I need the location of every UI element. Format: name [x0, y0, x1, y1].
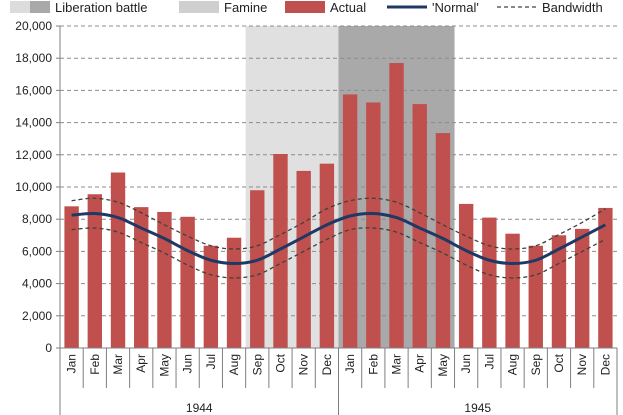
x-tick-label: Dec: [320, 354, 334, 375]
bar-actual: [458, 203, 474, 348]
x-tick-label: Apr: [413, 354, 427, 373]
x-tick-label: Feb: [88, 354, 102, 375]
y-tick-label: 4,000: [22, 277, 52, 291]
bar-actual: [342, 94, 358, 348]
legend-liberation-battle-label: Liberation battle: [55, 0, 148, 15]
bar-actual: [296, 170, 311, 348]
y-tick-label: 20,000: [15, 19, 52, 33]
y-tick-label: 10,000: [15, 180, 52, 194]
legend-actual-swatch: [285, 1, 325, 13]
bar-actual: [482, 217, 497, 348]
x-tick-label: Dec: [598, 354, 612, 375]
gridlines: [60, 25, 617, 317]
bar-actual: [250, 190, 265, 348]
legend: Liberation battle Famine Actual 'Normal' Ban…: [10, 0, 603, 15]
x-tick-label: Oct: [273, 353, 287, 372]
bar-actual: [574, 228, 590, 348]
legend-famine-swatch: [179, 1, 219, 13]
year-label: 1945: [464, 401, 491, 415]
bar-actual: [551, 235, 567, 348]
legend-bandwidth-label: Bandwidth: [542, 0, 603, 15]
bar-actual: [435, 133, 451, 348]
bar-actual: [366, 102, 381, 348]
actual-bars: [64, 63, 613, 349]
y-tick-label: 14,000: [15, 116, 52, 130]
bar-actual: [389, 63, 404, 348]
x-tick-label: Nov: [575, 354, 589, 375]
bar-actual: [87, 194, 103, 348]
bar-actual: [110, 172, 126, 348]
bar-actual: [528, 245, 543, 348]
y-tick-label: 12,000: [15, 148, 52, 162]
x-tick-label: Jun: [459, 354, 473, 373]
x-tick-label: Sep: [529, 354, 543, 376]
normal-line: [71, 212, 607, 265]
bar-actual: [64, 206, 79, 348]
normal-and-bandwidth-lines: [71, 197, 607, 279]
year-label: 1944: [186, 401, 213, 415]
legend-liberation-battle-swatch: [30, 1, 50, 13]
x-tick-label: Aug: [227, 354, 241, 375]
legend-liberation-battle-swatch: [10, 1, 30, 13]
x-tick-label: May: [436, 354, 450, 377]
x-tick-label: Feb: [366, 354, 380, 375]
x-tick-label: Jul: [482, 354, 496, 369]
x-axis-ticks: Jan Feb Mar Apr May Jun Jul Aug Sep Oct Nov Dec Jan F…: [59, 348, 618, 388]
year-groups: 1944 1945: [59, 348, 618, 415]
y-tick-label: 6,000: [22, 244, 52, 258]
x-tick-label: Jan: [65, 354, 79, 373]
x-tick-label: Jan: [343, 354, 357, 373]
x-tick-label: Oct: [552, 353, 566, 372]
x-tick-label: Nov: [297, 354, 311, 375]
x-tick-label: Apr: [134, 354, 148, 373]
y-tick-label: 2,000: [22, 309, 52, 323]
y-tick-label: 16,000: [15, 83, 52, 97]
bar-actual: [412, 104, 427, 349]
bar-actual: [203, 245, 219, 348]
bar-actual: [180, 216, 195, 348]
y-tick-label: 0: [45, 341, 52, 355]
x-tick-label: May: [157, 354, 171, 377]
bandwidth-upper-line: [71, 197, 606, 250]
legend-famine-label: Famine: [224, 0, 267, 15]
x-tick-label: Sep: [250, 354, 264, 376]
legend-normal-label: 'Normal': [432, 0, 479, 15]
legend-actual-label: Actual: [330, 0, 366, 15]
bar-actual: [505, 233, 520, 348]
y-tick-label: 18,000: [15, 51, 52, 65]
x-tick-label: Mar: [111, 354, 125, 375]
bar-actual: [134, 207, 149, 348]
bar-actual: [319, 163, 335, 348]
y-axis-ticks: 0 2,000 4,000 6,000 8,000 10,000 12,000 14,000 1…: [15, 19, 60, 355]
bar-actual: [273, 153, 288, 348]
x-tick-label: Jul: [204, 354, 218, 369]
bar-actual: [226, 237, 242, 348]
x-tick-label: Mar: [390, 354, 404, 375]
bar-actual: [157, 211, 172, 348]
bandwidth-lower-line: [71, 227, 606, 279]
x-tick-label: Jun: [181, 354, 195, 373]
bar-actual: [598, 207, 613, 348]
y-tick-label: 8,000: [22, 212, 52, 226]
x-tick-label: Aug: [506, 354, 520, 375]
